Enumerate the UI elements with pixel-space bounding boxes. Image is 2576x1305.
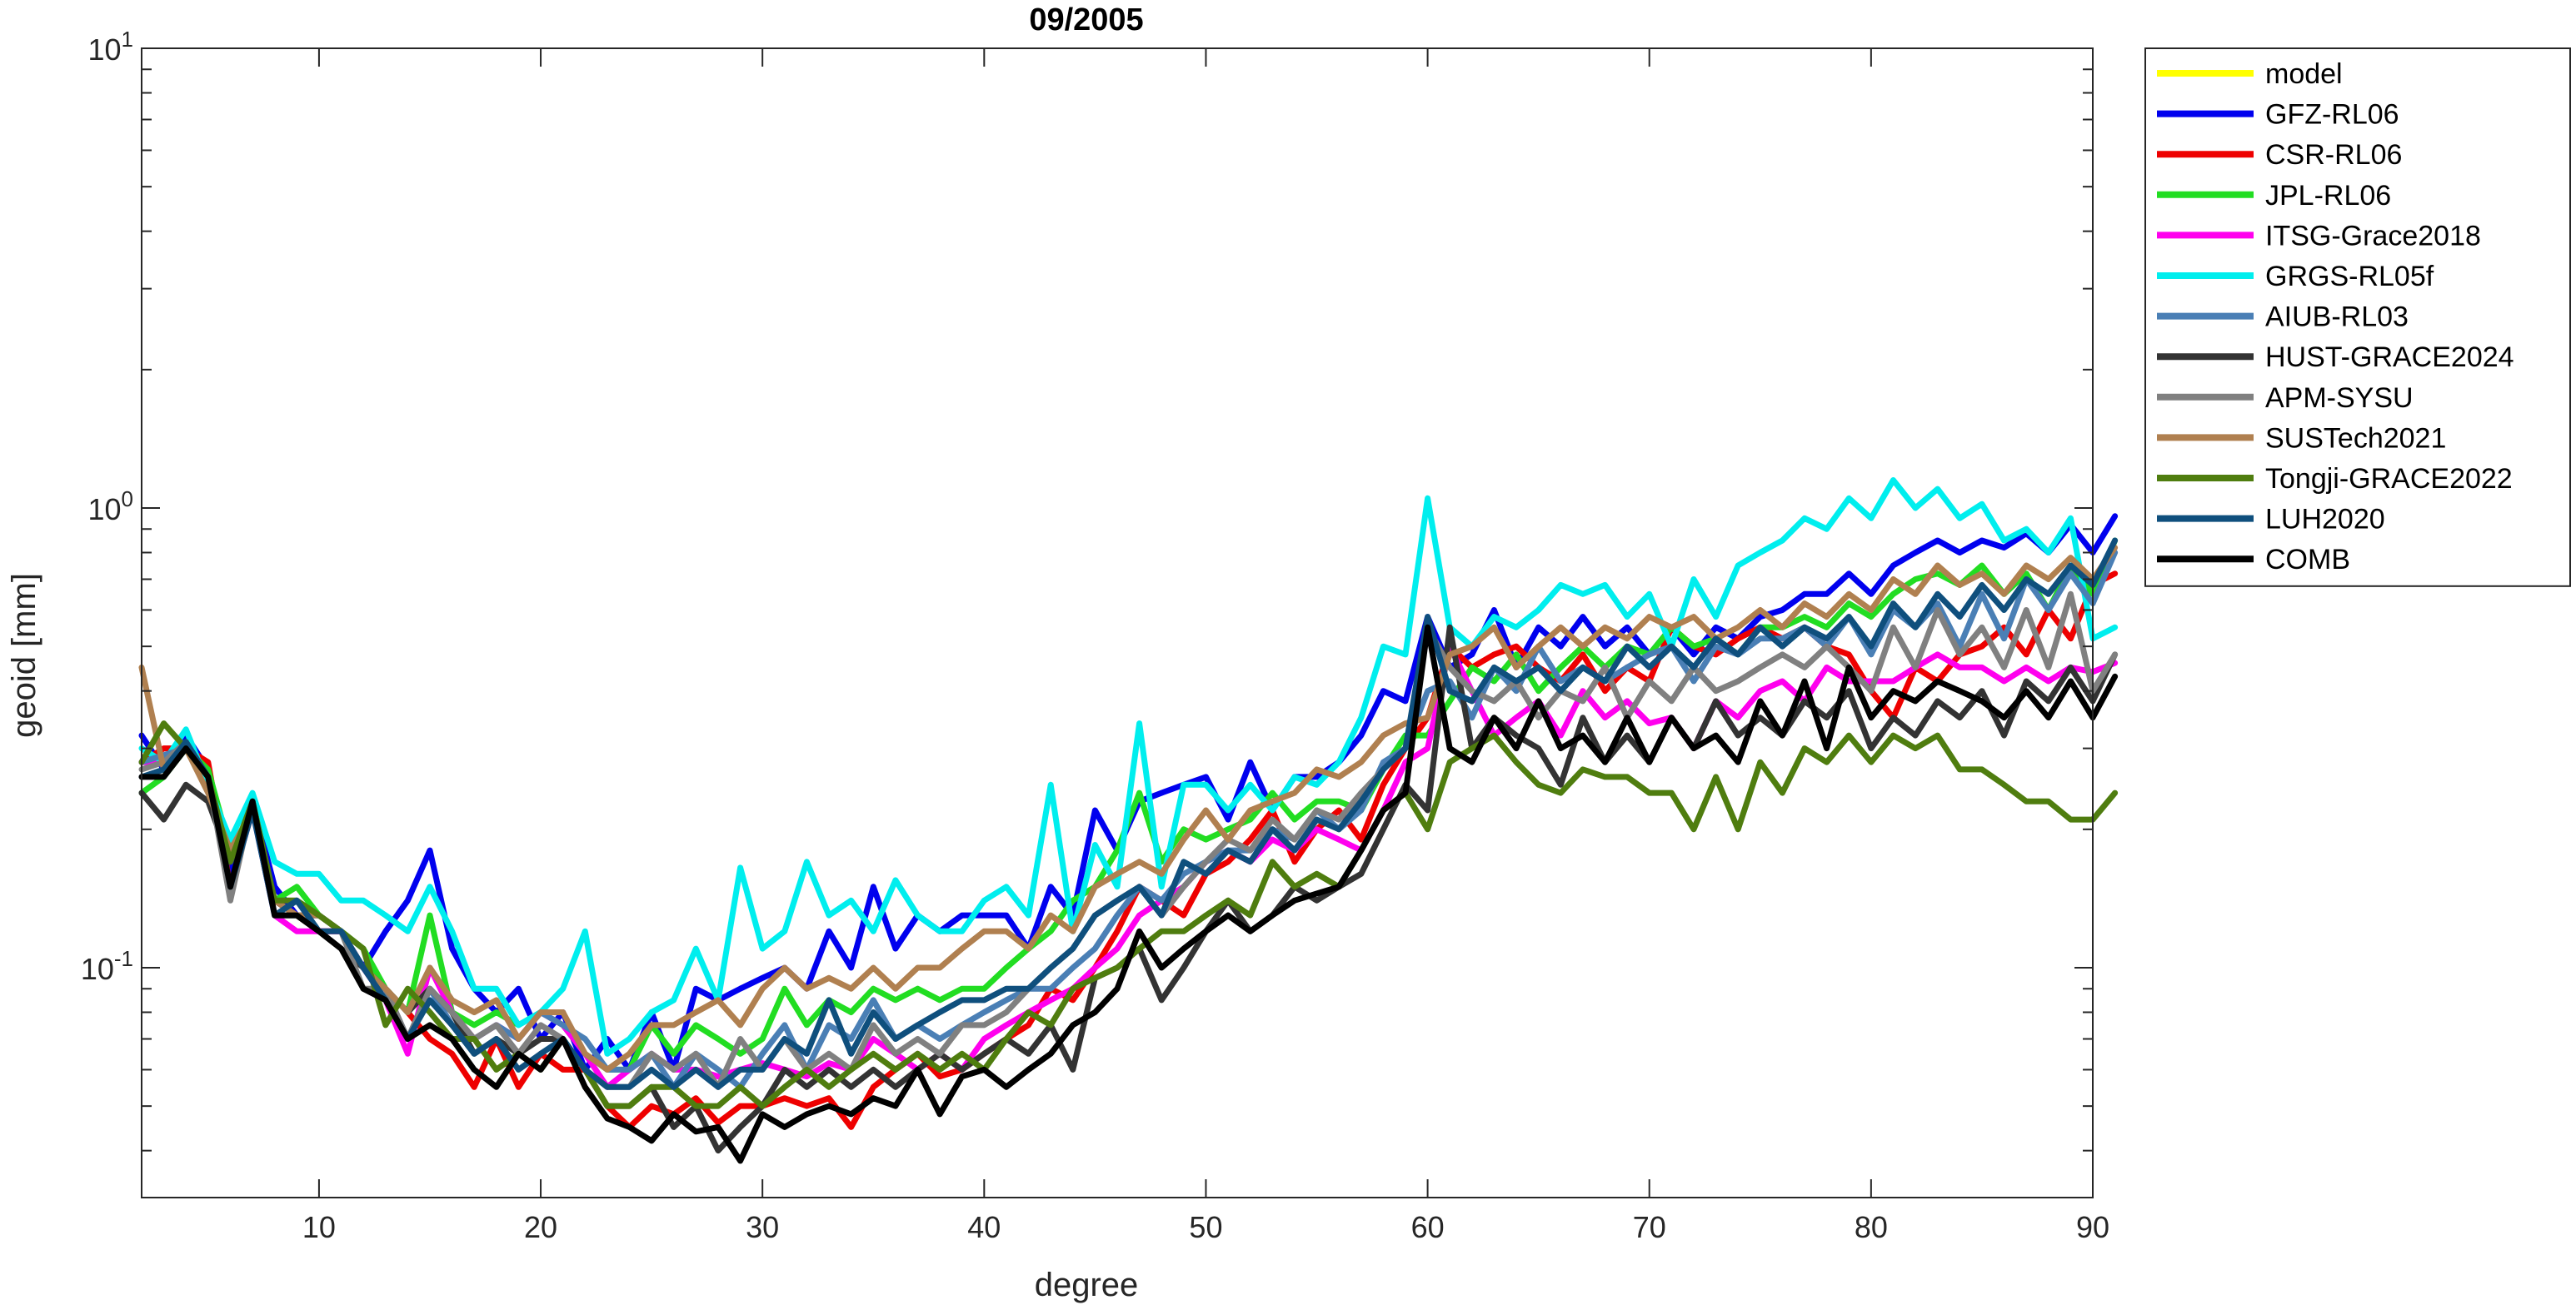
- x-tick-label: 10: [302, 1210, 336, 1244]
- legend-label: Tongji-GRACE2022: [2265, 463, 2513, 495]
- series-line-comb: [138, 624, 2119, 1164]
- x-tick-label: 70: [1633, 1210, 1666, 1244]
- x-tick-label: 90: [2076, 1210, 2109, 1244]
- y-tick-label: 101: [87, 27, 133, 67]
- axes-layer: 10 20 30 40 50 60 70 80 90 10-1 100 101: [81, 27, 2109, 1244]
- legend-label: AIUB-RL03: [2265, 301, 2409, 333]
- legend-label: APM-SYSU: [2265, 382, 2414, 414]
- chart-title: 09/2005: [1029, 2, 1143, 37]
- legend-label: GFZ-RL06: [2265, 99, 2399, 131]
- x-tick-label: 40: [967, 1210, 1001, 1244]
- series-line-grgs-rl05f: [138, 477, 2119, 1057]
- plot-frame: [141, 47, 2094, 1198]
- series-line-sustech2021: [138, 545, 2119, 1073]
- x-tick-label: 20: [524, 1210, 557, 1244]
- legend-label: model: [2265, 58, 2343, 90]
- legend-label: ITSG-Grace2018: [2265, 220, 2481, 252]
- series-layer: [138, 477, 2119, 1164]
- x-tick-label: 60: [1411, 1210, 1445, 1244]
- legend-label: COMB: [2265, 544, 2350, 575]
- y-tick-label: 10-1: [81, 946, 133, 986]
- legend: model GFZ-RL06 CSR-RL06 JPL-RL06 ITSG-Grace2…: [2144, 47, 2571, 587]
- legend-label: CSR-RL06: [2265, 139, 2402, 171]
- legend-label: GRGS-RL05f: [2265, 261, 2434, 292]
- legend-label: JPL-RL06: [2265, 180, 2391, 212]
- legend-label: HUST-GRACE2024: [2265, 341, 2514, 373]
- x-tick-label: 80: [1855, 1210, 1888, 1244]
- x-tick-label: 50: [1189, 1210, 1222, 1244]
- x-tick-label: 30: [746, 1210, 779, 1244]
- series-line-luh2020: [138, 537, 2119, 1090]
- legend-label: SUSTech2021: [2265, 422, 2446, 454]
- y-axis-label: geoid [mm]: [6, 573, 42, 738]
- y-tick-label: 100: [87, 486, 133, 526]
- legend-label: LUH2020: [2265, 504, 2385, 535]
- x-axis-label: degree: [1035, 1267, 1139, 1303]
